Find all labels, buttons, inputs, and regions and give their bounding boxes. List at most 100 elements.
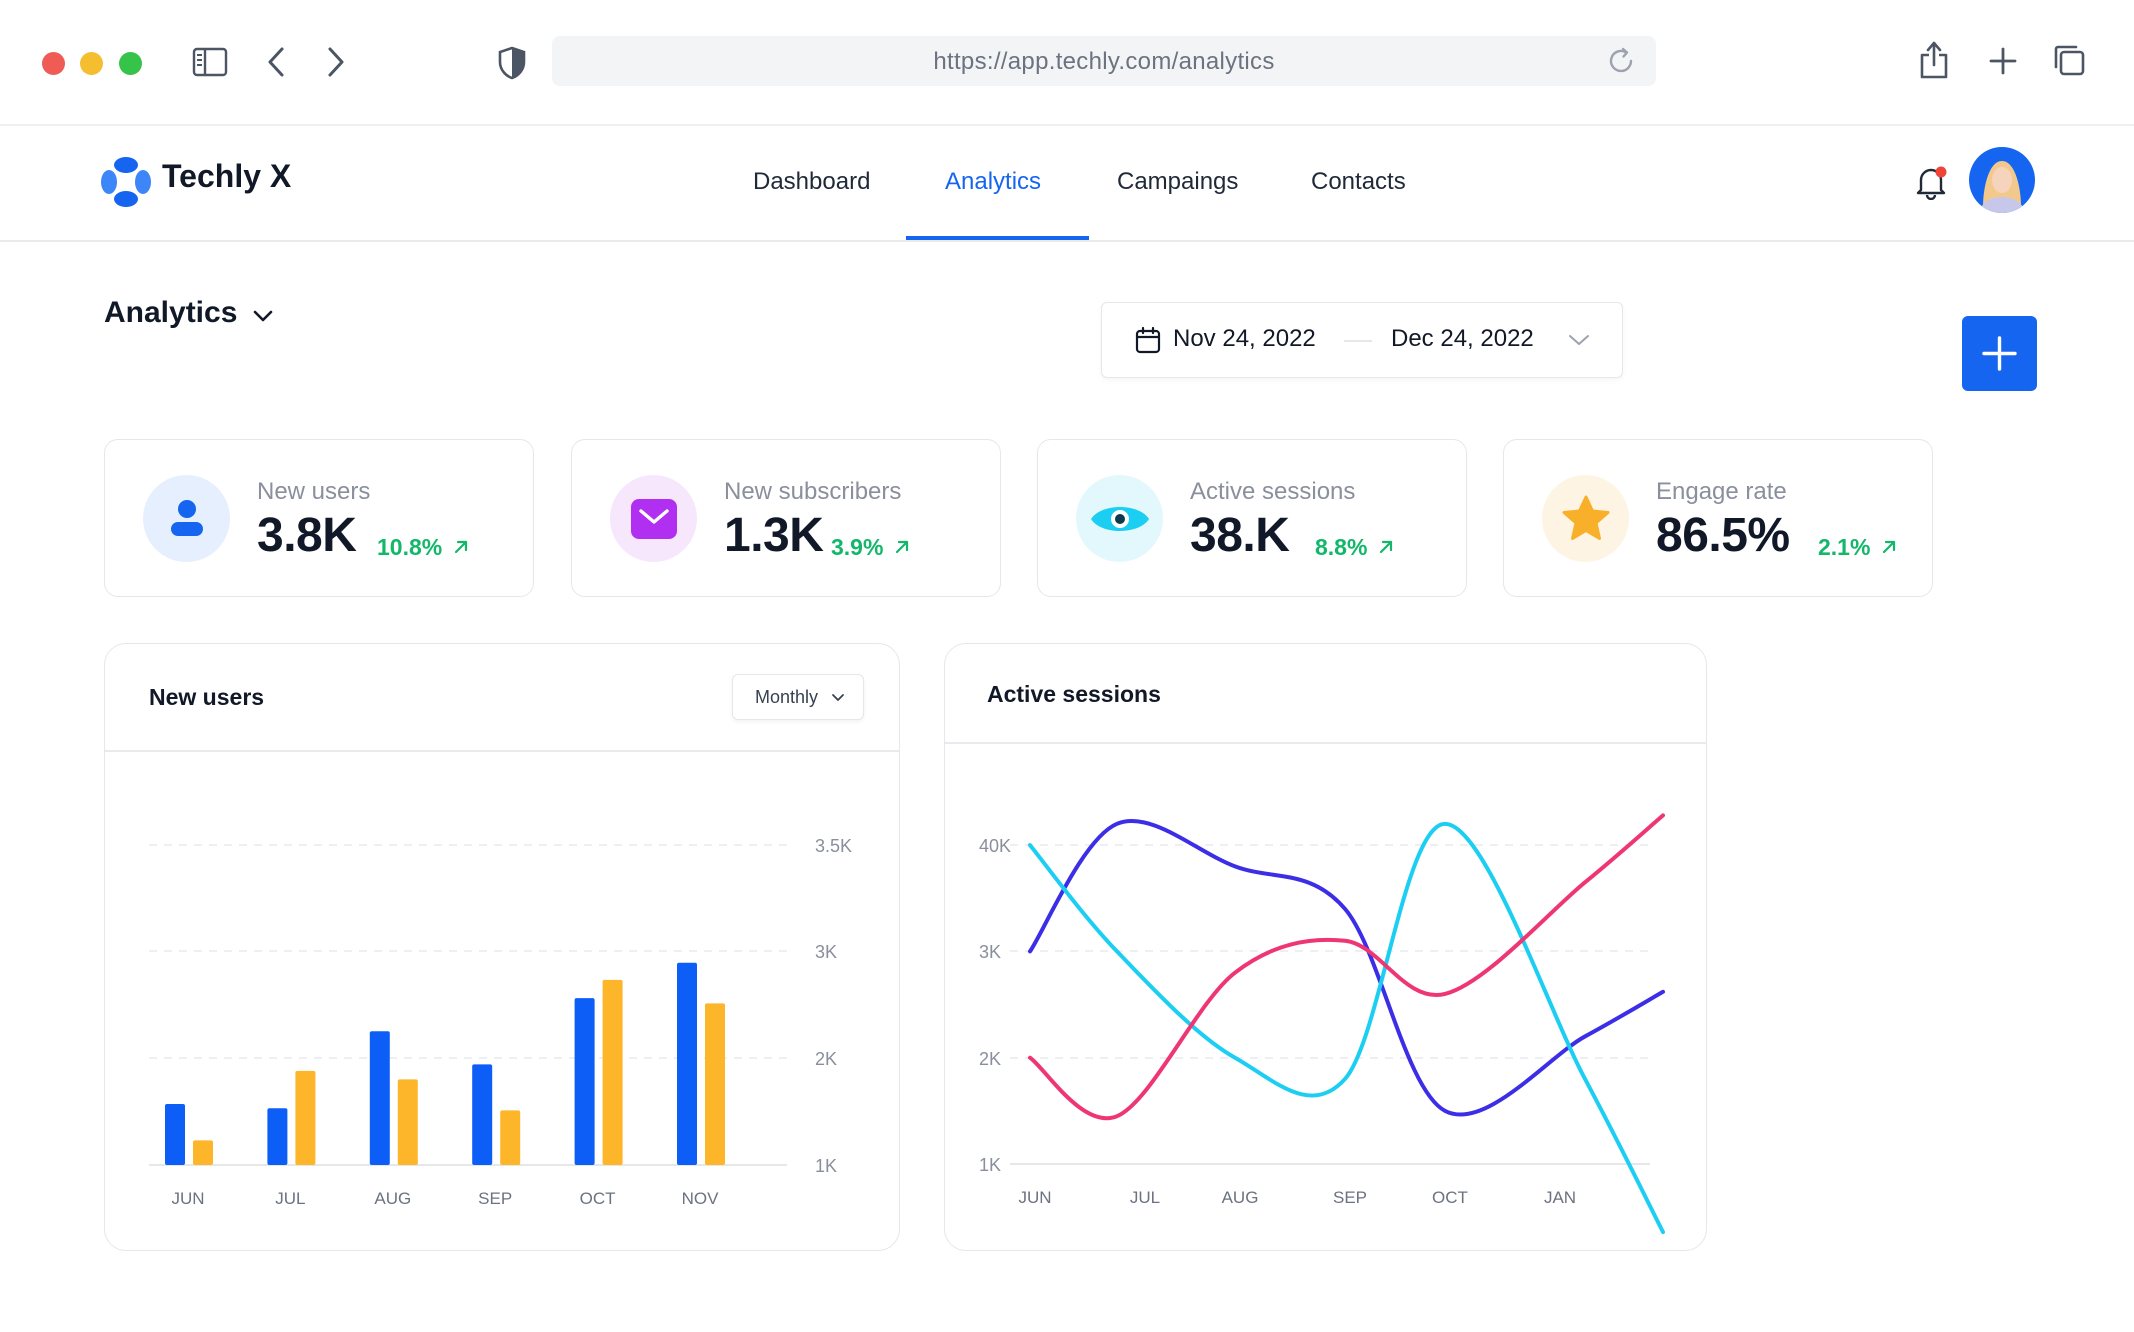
y-tick-label: 40K [979, 836, 1011, 856]
brand-name[interactable]: Techly X [162, 158, 292, 194]
new-users-bar-chart: 1K 2K 3K 3.5K JUN JUL AUG SEP OCT NOV [149, 836, 852, 1208]
stat-label: New users [257, 478, 371, 505]
minimize-window-button[interactable] [80, 52, 103, 75]
x-tick-label: JAN [1544, 1188, 1576, 1207]
stat-delta: 8.8% [1315, 534, 1394, 561]
nav-contacts[interactable]: Contacts [1311, 168, 1406, 195]
page-title[interactable]: Analytics [104, 296, 238, 329]
browser-toolbar: https://app.techly.com/analytics [0, 0, 2134, 126]
stat-value: 3.8K [257, 509, 357, 562]
add-button[interactable] [1962, 316, 2037, 391]
reload-icon[interactable] [1606, 46, 1636, 76]
chevron-down-icon[interactable] [252, 308, 274, 324]
x-tick-label: JUL [275, 1189, 305, 1208]
stat-value: 38.K [1190, 509, 1290, 562]
share-icon[interactable] [1918, 40, 1950, 80]
plus-icon [1982, 336, 2017, 371]
x-tick-label: JUL [1130, 1188, 1160, 1207]
series-line [1028, 813, 1665, 1121]
bar [677, 962, 697, 1165]
y-tick-label: 2K [979, 1049, 1001, 1069]
arrow-up-right-icon [1882, 540, 1895, 554]
y-tick-label: 1K [979, 1155, 1001, 1175]
series-line [1028, 821, 1665, 1235]
x-tick-label: SEP [1333, 1188, 1367, 1207]
stat-icon-bg [1542, 475, 1629, 562]
close-window-button[interactable] [42, 52, 65, 75]
stat-icon-bg [1076, 475, 1163, 562]
card-title: Active sessions [987, 681, 1161, 707]
arrow-up-right-icon [1379, 540, 1392, 554]
x-tick-label: OCT [580, 1189, 616, 1208]
bar [267, 1108, 288, 1165]
maximize-window-button[interactable] [119, 52, 142, 75]
bar [472, 1064, 493, 1165]
x-tick-label: OCT [1432, 1188, 1468, 1207]
mail-icon [631, 499, 677, 539]
y-tick-label: 2K [815, 1049, 837, 1069]
app-header: Techly X Dashboard Analytics Campaings C… [0, 124, 2134, 242]
address-bar[interactable]: https://app.techly.com/analytics [552, 36, 1656, 86]
stat-label: New subscribers [724, 478, 902, 505]
y-tick-label: 1K [815, 1156, 837, 1176]
techly-logo-icon[interactable] [100, 156, 152, 208]
bar [193, 1140, 213, 1165]
x-tick-label: NOV [682, 1189, 720, 1208]
date-end: Dec 24, 2022 [1391, 325, 1534, 352]
date-range-picker[interactable]: Nov 24, 2022 Dec 24, 2022 [1101, 302, 1623, 378]
stat-delta-value: 8.8% [1315, 534, 1368, 560]
card-title: New users [149, 684, 265, 710]
bar [397, 1079, 418, 1165]
nav-campaings[interactable]: Campaings [1117, 168, 1239, 195]
x-tick-label: AUG [1222, 1188, 1259, 1207]
bar [165, 1104, 185, 1165]
nav-analytics[interactable]: Analytics [945, 168, 1042, 195]
user-icon [171, 500, 203, 536]
sidebar-toggle-icon[interactable] [192, 47, 228, 77]
period-select[interactable]: Monthly [732, 674, 864, 720]
chevron-down-icon[interactable] [1568, 333, 1590, 347]
chevron-down-icon [832, 694, 844, 701]
bar [705, 1003, 725, 1165]
x-tick-label: JUN [1018, 1188, 1051, 1207]
shield-icon[interactable] [498, 46, 526, 80]
date-separator [1344, 340, 1372, 342]
back-arrow-icon[interactable] [266, 46, 286, 78]
stat-value: 86.5% [1656, 509, 1790, 562]
stat-delta-value: 10.8% [377, 534, 443, 560]
card-divider [105, 750, 899, 752]
stat-icon-bg [610, 475, 697, 562]
stat-card-new-subscribers[interactable]: New subscribers 1.3K 3.9% [571, 439, 1001, 597]
nav-dashboard[interactable]: Dashboard [753, 168, 871, 195]
active-tab-indicator [906, 236, 1089, 240]
stat-delta-value: 3.9% [831, 534, 884, 560]
bar [574, 998, 595, 1165]
bell-icon[interactable] [1914, 164, 1948, 200]
bar [602, 979, 623, 1165]
series-line [1028, 819, 1665, 1117]
x-tick-label: SEP [478, 1189, 512, 1208]
stat-icon-bg [143, 475, 230, 562]
bar [295, 1070, 316, 1165]
tab-overview-icon[interactable] [2052, 43, 2086, 77]
stat-delta-value: 2.1% [1818, 534, 1871, 560]
y-tick-label: 3K [979, 942, 1001, 962]
stat-delta: 3.9% [831, 534, 910, 561]
period-select-value: Monthly [755, 687, 819, 707]
avatar[interactable] [1969, 147, 2035, 213]
stat-value: 1.3K [724, 509, 824, 562]
card-divider [945, 742, 1706, 744]
url-text: https://app.techly.com/analytics [933, 48, 1275, 75]
stat-card-new-users[interactable]: New users 3.8K 10.8% [104, 439, 534, 597]
stat-card-engage-rate[interactable]: Engage rate 86.5% 2.1% [1503, 439, 1933, 597]
y-tick-label: 3.5K [815, 836, 852, 856]
stat-delta: 2.1% [1818, 534, 1897, 561]
bar [500, 1110, 521, 1165]
stat-card-active-sessions[interactable]: Active sessions 38.K 8.8% [1037, 439, 1467, 597]
arrow-up-right-icon [454, 540, 467, 554]
forward-arrow-icon[interactable] [326, 46, 346, 78]
calendar-icon [1135, 326, 1161, 354]
new-tab-icon[interactable] [1988, 46, 2018, 76]
star-icon [1562, 495, 1610, 540]
y-tick-label: 3K [815, 942, 837, 962]
